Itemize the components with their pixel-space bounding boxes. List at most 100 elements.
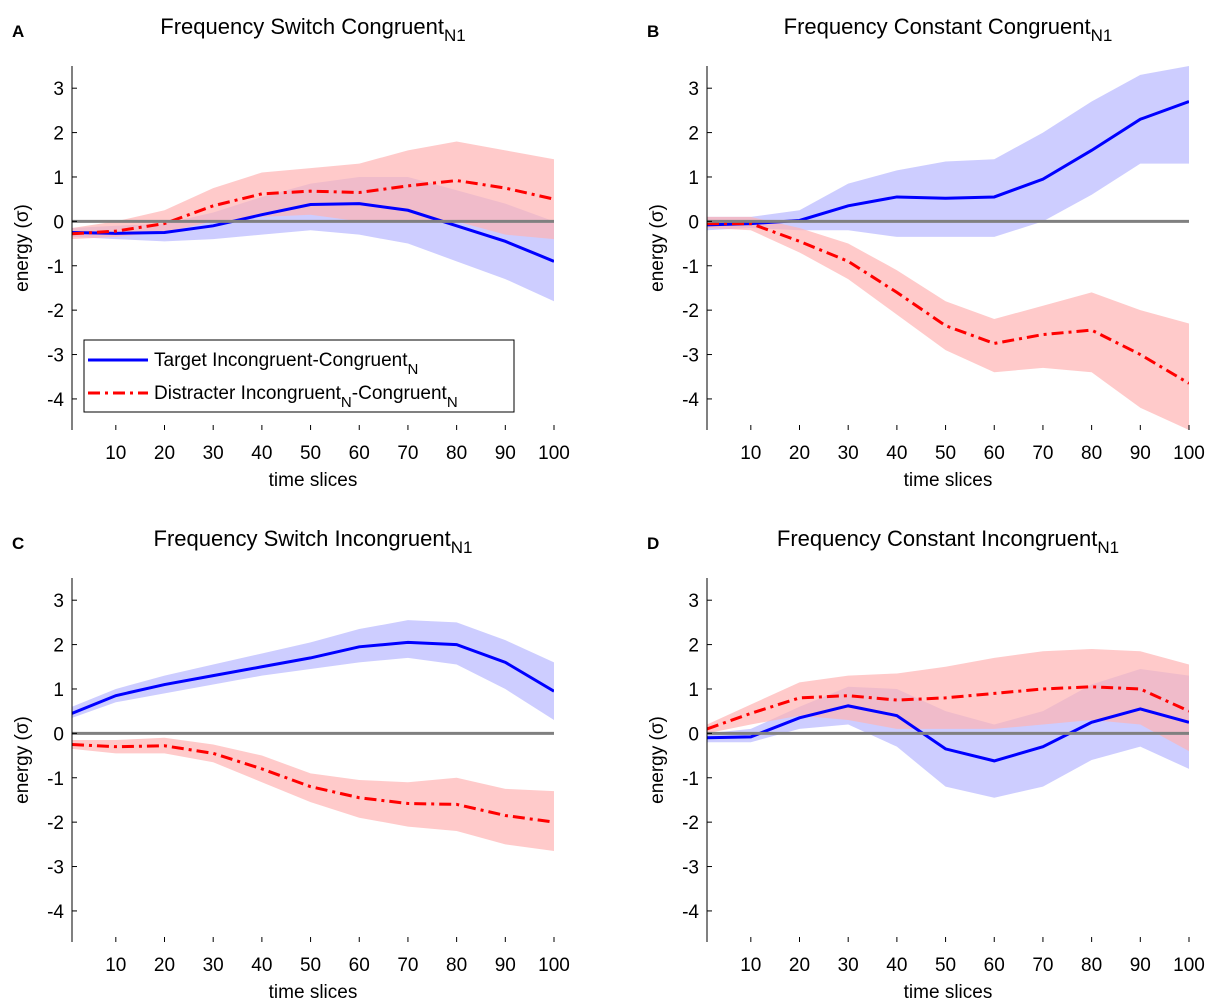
y-axis-label: energy (σ) — [647, 204, 668, 292]
y-axis-label: energy (σ) — [12, 716, 33, 804]
x-tick-label: 50 — [935, 443, 956, 464]
y-axis-label: energy (σ) — [12, 204, 33, 292]
y-tick-label: -1 — [47, 769, 64, 790]
x-tick-label: 10 — [105, 443, 126, 464]
x-tick-label: 60 — [349, 443, 370, 464]
y-tick-label: -1 — [682, 769, 699, 790]
x-tick-label: 70 — [1032, 955, 1053, 976]
x-tick-label: 10 — [740, 443, 761, 464]
chart-title: Frequency Constant CongruentN1 — [784, 14, 1113, 45]
y-tick-label: 2 — [688, 124, 699, 145]
title-main: Frequency Switch Incongruent — [154, 526, 451, 551]
legend-box — [83, 339, 515, 413]
x-tick-label: 60 — [984, 955, 1005, 976]
confidence-band — [72, 141, 554, 240]
legend-subscript: N — [408, 361, 419, 378]
series-line — [72, 640, 554, 715]
title-main: Frequency Constant Congruent — [784, 14, 1091, 39]
legend-subscript: N — [341, 394, 352, 411]
x-axis-label: time slices — [269, 982, 358, 1003]
x-tick-label: 40 — [886, 955, 907, 976]
y-tick-label: 1 — [688, 680, 699, 701]
x-tick-label: 40 — [251, 443, 272, 464]
y-axis-label: energy (σ) — [647, 716, 668, 804]
panel-letter: C — [12, 534, 24, 553]
series-line — [72, 179, 554, 236]
x-tick-label: 30 — [838, 955, 859, 976]
series-line — [72, 742, 554, 824]
y-tick-label: 3 — [688, 591, 699, 612]
y-tick-label: -4 — [682, 902, 699, 923]
y-tick-label: 3 — [53, 79, 64, 100]
panel: D Frequency Constant IncongruentN1 -4 -3 -2 -… — [647, 526, 1205, 1003]
title-subscript: N1 — [444, 26, 466, 45]
title-subscript: N1 — [451, 538, 473, 557]
panel: C Frequency Switch IncongruentN1 -4 -3 -2 -1 0… — [12, 526, 570, 1003]
y-tick-label: 2 — [688, 636, 699, 657]
y-tick-label: 2 — [53, 124, 64, 145]
y-tick-label: 3 — [688, 79, 699, 100]
title-subscript: N1 — [1091, 26, 1113, 45]
confidence-band — [72, 620, 554, 721]
y-tick-label: -3 — [47, 858, 64, 879]
x-tick-label: 100 — [538, 955, 570, 976]
y-tick-label: -4 — [47, 902, 64, 923]
plot — [707, 66, 1189, 430]
title-main: Frequency Switch Congruent — [160, 14, 444, 39]
y-tick-label: 0 — [53, 212, 64, 233]
x-tick-label: 90 — [495, 955, 516, 976]
x-tick-label: 70 — [1032, 443, 1053, 464]
x-tick-label: 40 — [886, 443, 907, 464]
x-tick-label: 10 — [105, 955, 126, 976]
y-tick-label: -4 — [47, 390, 64, 411]
legend-text: -Congruent — [352, 383, 448, 404]
y-tick-label: 1 — [688, 168, 699, 189]
chart-title: Frequency Switch IncongruentN1 — [154, 526, 473, 557]
x-tick-label: 20 — [789, 443, 810, 464]
panel-letter: B — [647, 22, 659, 41]
y-tick-label: 3 — [53, 591, 64, 612]
legend-label: Target Incongruent-CongruentN — [154, 350, 418, 378]
x-tick-label: 30 — [838, 443, 859, 464]
panel-letter: A — [12, 22, 24, 41]
y-tick-label: -1 — [682, 257, 699, 278]
confidence-band — [707, 649, 1189, 752]
plot — [72, 141, 554, 302]
confidence-band — [707, 216, 1189, 430]
panel: B Frequency Constant CongruentN1 -4 -3 -2 -1 0… — [647, 14, 1205, 491]
y-tick-label: -3 — [682, 346, 699, 367]
x-tick-label: 90 — [1130, 443, 1151, 464]
x-tick-label: 80 — [446, 443, 467, 464]
x-tick-label: 90 — [1130, 955, 1151, 976]
panel-letter: D — [647, 534, 659, 553]
x-tick-label: 60 — [984, 443, 1005, 464]
legend-text: Target Incongruent-Congruent — [154, 350, 408, 371]
legend-subscript: N — [447, 394, 458, 411]
y-tick-label: 0 — [688, 212, 699, 233]
chart-title: Frequency Switch CongruentN1 — [160, 14, 465, 45]
x-tick-label: 30 — [203, 443, 224, 464]
plot — [72, 620, 554, 851]
x-tick-label: 20 — [789, 955, 810, 976]
x-tick-label: 80 — [446, 955, 467, 976]
series-line — [707, 222, 1189, 385]
confidence-band — [707, 66, 1189, 237]
plot — [707, 649, 1189, 798]
x-tick-label: 20 — [154, 955, 175, 976]
y-tick-label: 1 — [53, 168, 64, 189]
y-tick-label: -2 — [682, 301, 699, 322]
x-tick-label: 40 — [251, 955, 272, 976]
x-tick-label: 50 — [300, 955, 321, 976]
x-tick-label: 80 — [1081, 955, 1102, 976]
x-tick-label: 50 — [300, 443, 321, 464]
series-line — [707, 704, 1189, 763]
x-tick-label: 50 — [935, 955, 956, 976]
x-tick-label: 100 — [538, 443, 570, 464]
confidence-band — [72, 737, 554, 851]
y-tick-label: -2 — [47, 301, 64, 322]
title-subscript: N1 — [1097, 538, 1119, 557]
x-tick-label: 10 — [740, 955, 761, 976]
legend-text: Distracter Incongruent — [154, 383, 342, 404]
